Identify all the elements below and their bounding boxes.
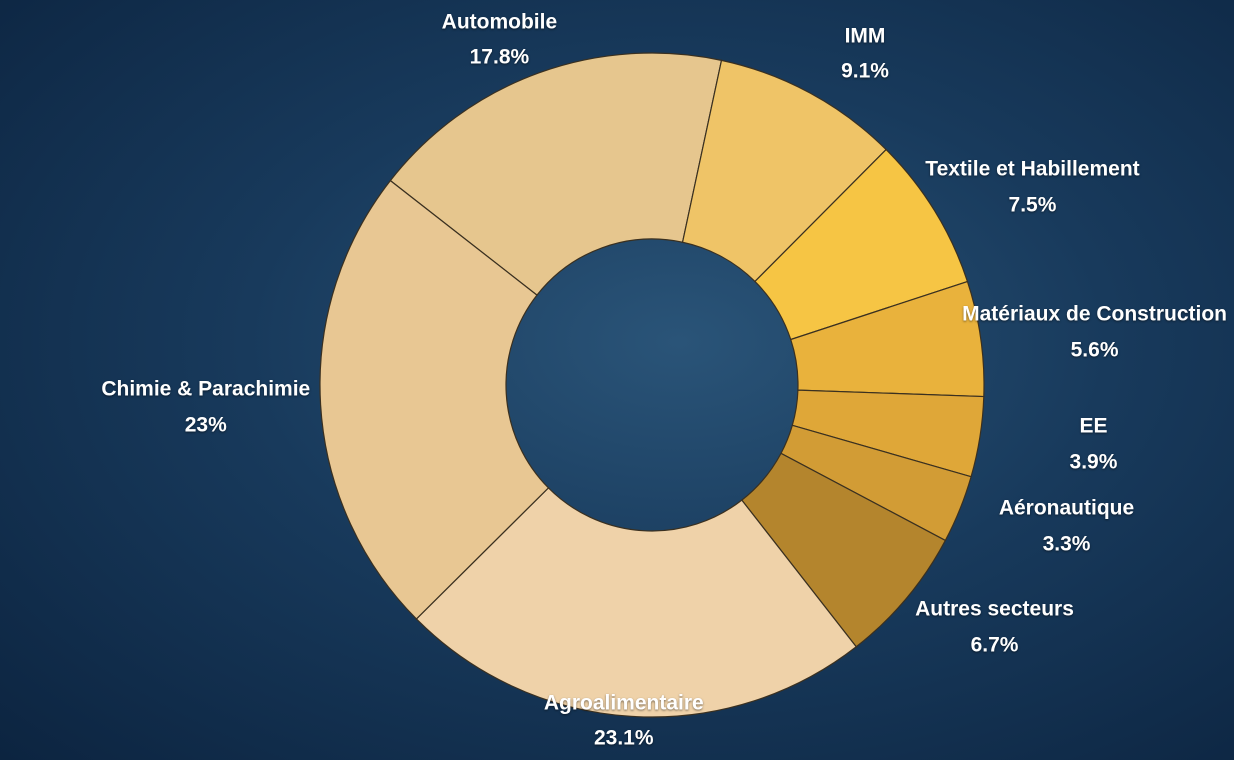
slice-label: Chimie & Parachimie 23% [101, 372, 310, 443]
category-label: EE [1079, 414, 1108, 438]
category-label: Textile et Habillement [925, 157, 1140, 181]
slice-label: Matériaux de Construction 5.6% [962, 296, 1227, 367]
slice-label: Automobile 17.8% [442, 4, 558, 75]
value-label: 7.5% [1008, 193, 1057, 217]
value-label: 23% [184, 413, 227, 437]
category-label: Matériaux de Construction [962, 302, 1227, 326]
value-label: 3.9% [1069, 450, 1118, 474]
value-label: 9.1% [841, 59, 889, 83]
category-label: Automobile [441, 9, 558, 33]
value-label: 6.7% [970, 633, 1019, 657]
category-label: IMM [844, 23, 886, 47]
slice-label: EE 3.9% [1070, 408, 1118, 479]
value-label: 17.8% [469, 45, 530, 69]
category-label: Chimie & Parachimie [101, 377, 311, 401]
slice-label: Agroalimentaire 23.1% [544, 685, 704, 756]
slice-label: Autres secteurs 6.7% [915, 592, 1074, 663]
donut-slice [319, 179, 550, 620]
slice-label: IMM 9.1% [841, 18, 889, 89]
slice-label: Textile et Habillement 7.5% [925, 151, 1139, 222]
value-label: 3.3% [1042, 532, 1091, 556]
value-label: 23.1% [593, 726, 654, 750]
category-label: Autres secteurs [915, 597, 1074, 621]
category-label: Aéronautique [998, 496, 1135, 520]
value-label: 5.6% [1070, 338, 1119, 361]
slice-label: Aéronautique 3.3% [999, 490, 1134, 561]
donut-slice [415, 487, 858, 718]
donut-slice [389, 52, 723, 296]
category-label: Agroalimentaire [543, 690, 704, 714]
